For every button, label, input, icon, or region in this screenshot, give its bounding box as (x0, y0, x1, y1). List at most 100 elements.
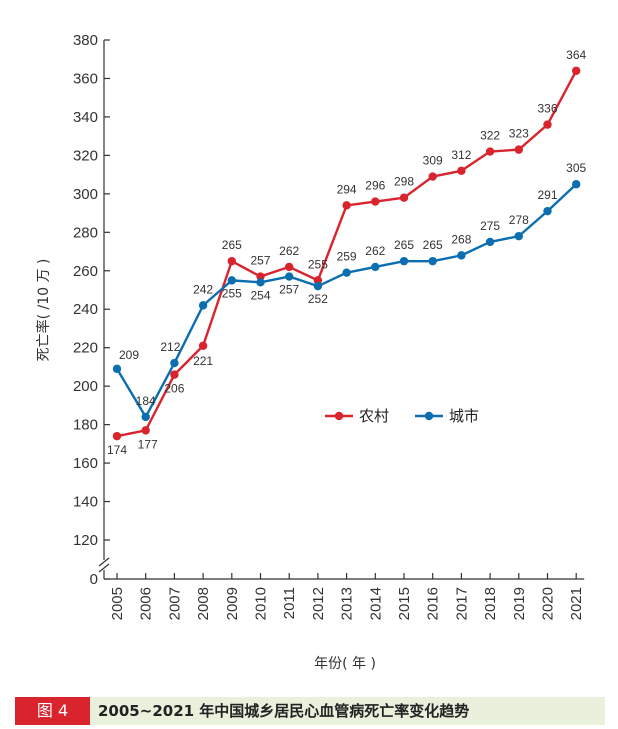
x-tick-label: 2012 (310, 587, 327, 620)
data-point-urban (485, 237, 495, 247)
data-point-urban (399, 256, 409, 266)
figure-caption-text: 2005~2021 年中国城乡居民心血管病死亡率变化趋势 (98, 702, 470, 720)
x-axis-title: 年份( 年 ) (314, 656, 376, 672)
data-point-rural (285, 262, 294, 272)
data-point-urban (543, 206, 552, 216)
data-label-rural: 336 (537, 102, 557, 116)
data-label-urban: 242 (193, 282, 213, 296)
y-tick-label: 0 (90, 571, 98, 588)
data-label-urban: 252 (308, 292, 328, 306)
data-label-urban: 212 (160, 340, 180, 354)
y-tick-label: 120 (73, 532, 98, 549)
data-label-rural: 323 (509, 127, 529, 141)
data-label-urban: 255 (222, 286, 242, 300)
data-point-urban (572, 180, 581, 189)
x-tick-label: 2021 (568, 587, 585, 620)
data-label-rural: 294 (337, 182, 357, 196)
x-tick-label: 2009 (224, 587, 241, 620)
data-label-urban: 268 (451, 232, 471, 246)
y-tick-label: 180 (73, 417, 98, 434)
x-tick-label: 2015 (396, 587, 413, 620)
data-point-rural (256, 272, 265, 281)
series-line-urban (115, 183, 578, 419)
data-point-urban (428, 256, 437, 266)
y-axis-break-mark (98, 563, 110, 573)
x-tick-label: 2016 (425, 587, 442, 620)
y-tick-label: 260 (73, 263, 98, 280)
data-point-rural (198, 341, 208, 350)
chart-axes: 0 120 140 160 180 200 220 240 260 280 300 320 340 360… (73, 32, 585, 620)
y-tick-label: 320 (73, 147, 98, 164)
x-tick-label: 2018 (482, 587, 499, 620)
data-point-rural (543, 120, 552, 129)
data-label-rural: 257 (250, 254, 270, 268)
data-point-urban (227, 276, 236, 285)
data-point-urban (112, 364, 122, 374)
x-tick-label: 2011 (281, 587, 298, 619)
x-tick-label: 2006 (138, 587, 155, 620)
legend-marker-rural (334, 411, 344, 421)
data-point-rural (227, 256, 236, 266)
y-tick-label: 380 (73, 32, 98, 49)
y-tick-label: 240 (73, 301, 98, 318)
data-point-urban (313, 281, 323, 291)
data-point-urban (514, 231, 523, 241)
y-tick-label: 340 (73, 109, 98, 126)
chart-series (112, 66, 581, 441)
data-point-urban (198, 301, 208, 310)
data-point-urban (342, 268, 351, 277)
y-axis-title: 死亡率( /10 万 ) (35, 259, 52, 362)
data-label-rural: 312 (451, 148, 471, 162)
x-tick-label: 2017 (453, 587, 470, 620)
data-point-rural (141, 426, 150, 435)
x-tick-label: 2010 (253, 587, 270, 620)
data-point-rural (170, 370, 179, 379)
y-tick-label: 160 (73, 455, 98, 472)
legend-label-rural: 农村 (359, 407, 389, 425)
data-label-rural: 177 (138, 437, 158, 451)
x-tick-label: 2007 (166, 587, 183, 620)
data-label-rural: 309 (423, 154, 443, 168)
data-point-urban (371, 262, 380, 272)
data-point-rural (514, 145, 523, 154)
data-label-rural: 364 (566, 48, 586, 62)
data-point-urban (170, 358, 179, 368)
data-label-urban: 275 (480, 219, 500, 233)
data-label-rural: 221 (193, 354, 213, 368)
data-point-rural (371, 197, 380, 206)
data-label-urban: 259 (337, 250, 357, 264)
data-label-rural: 174 (107, 443, 127, 457)
chart-legend: 农村 城市 (325, 407, 479, 425)
x-tick-label: 2020 (540, 587, 557, 620)
y-tick-label: 140 (73, 494, 98, 511)
data-label-rural: 296 (365, 179, 385, 193)
data-point-rural (399, 193, 409, 202)
data-label-urban: 262 (365, 244, 385, 258)
data-label-rural: 298 (394, 175, 414, 189)
legend-label-urban: 城市 (449, 407, 479, 425)
x-tick-label: 2013 (339, 587, 356, 620)
data-label-urban: 254 (250, 288, 270, 302)
data-label-rural: 255 (308, 257, 328, 271)
data-point-rural (485, 147, 495, 156)
data-label-urban: 265 (394, 238, 414, 252)
x-tick-label: 2019 (511, 587, 528, 620)
data-point-rural (342, 201, 351, 210)
y-tick-label: 360 (73, 70, 98, 87)
data-label-urban: 257 (279, 283, 299, 297)
y-axis-break-mark (98, 557, 110, 567)
data-point-urban (141, 412, 150, 422)
data-label-rural: 206 (164, 382, 184, 396)
y-tick-label: 200 (73, 378, 98, 395)
data-label-urban: 305 (566, 161, 586, 175)
y-tick-label: 280 (73, 224, 98, 241)
y-tick-label: 300 (73, 186, 98, 203)
data-label-rural: 322 (480, 129, 500, 143)
x-tick-label: 2008 (195, 587, 212, 620)
data-point-rural (457, 166, 466, 175)
legend-marker-urban (424, 411, 434, 421)
data-point-urban (285, 272, 294, 281)
figure-label: 图 4 (15, 697, 90, 725)
data-label-urban: 278 (509, 213, 529, 227)
data-label-rural: 262 (279, 244, 299, 258)
